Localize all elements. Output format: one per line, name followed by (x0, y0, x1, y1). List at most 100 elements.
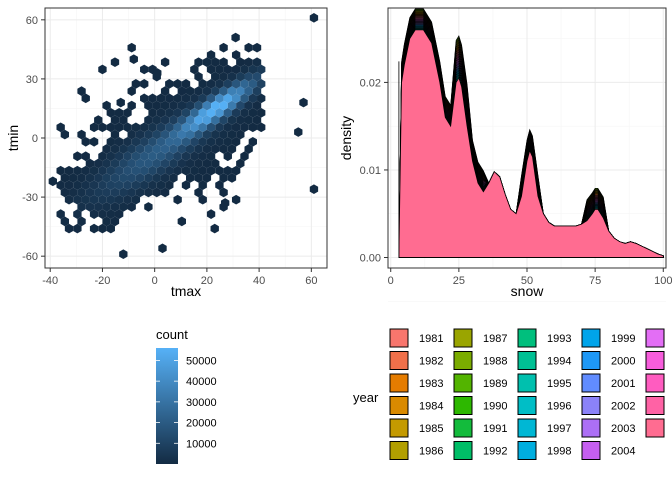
hexbin-cell (186, 86, 195, 96)
hexbin-cell (98, 180, 107, 191)
hexbin-cell (206, 50, 216, 60)
hexbin-cell (219, 129, 228, 140)
hexbin-cell (131, 165, 141, 176)
hexbin-cell (211, 115, 220, 125)
hexbin-cell (60, 173, 70, 183)
hexbin-cell (165, 93, 174, 104)
hexbin-cell (110, 115, 120, 125)
hexbin-cell (231, 79, 241, 89)
density-area-1981 (398, 29, 664, 258)
hexbin-cell (119, 144, 128, 154)
hexbin-cell (106, 223, 115, 234)
hexbin-cell (64, 223, 74, 234)
count-colorbar-ticks: 10000 20000 30000 40000 50000 (156, 355, 217, 450)
hexbin-cell (219, 57, 228, 67)
hexbin-cell (240, 151, 249, 162)
hexbin-cell (236, 71, 245, 82)
hexbin-cell (152, 158, 161, 169)
year-legend-key-swatch (581, 418, 601, 438)
density-x-tick-label: 75 (589, 275, 601, 287)
hexbin-cell (81, 194, 90, 205)
hexbin-cell (219, 115, 228, 125)
hexbin-outlier-cell (309, 13, 319, 23)
hexbin-cell (131, 122, 141, 133)
hexbin-cell (102, 216, 111, 227)
hexbin-cell (173, 165, 182, 176)
hexbin-cell (140, 165, 149, 176)
hexbin-cell (211, 144, 220, 154)
year-legend-key-swatch (517, 396, 537, 415)
hexbin-cell (194, 86, 203, 96)
hexbin-cell (257, 79, 266, 89)
year-legend-key-label: 1991 (483, 423, 507, 435)
hexbin-cell (244, 100, 253, 111)
hexbin-cell (231, 165, 241, 176)
hexbin-cell (206, 209, 216, 219)
hexbin-cell (89, 194, 99, 205)
hexbin-cell (206, 64, 216, 75)
hexbin-cell (81, 151, 90, 162)
hexbin-cell (173, 194, 182, 205)
hexbin-cell (257, 93, 266, 104)
hexbin-cell (114, 194, 124, 205)
hexbin-outlier-cell (294, 127, 303, 137)
hexbin-cell (211, 57, 220, 67)
hexbin-outlier-cell (220, 198, 230, 208)
hexbin-outlier-cell (231, 32, 240, 43)
year-legend-key-swatch (645, 373, 665, 393)
hexbin-cell (106, 151, 115, 162)
hexbin-cell (127, 129, 136, 140)
hexbin-cell (190, 165, 199, 176)
hexbin-cell (227, 129, 237, 140)
hexbin-cell (148, 93, 157, 104)
year-legend-key-label: 2000 (611, 356, 635, 368)
density-panel: 0 25 50 75 100 0.00 0.01 0.02 snow density (338, 7, 672, 302)
hexbin-cell (140, 136, 149, 147)
hexbin-outlier-cell (153, 68, 162, 78)
hexbin-cell (114, 180, 124, 191)
year-legend-key-swatch (581, 441, 601, 460)
hexbin-cell (198, 165, 207, 176)
hexbin-cell (177, 129, 186, 140)
hexbin-cell (56, 209, 65, 219)
hexbin-cell (106, 165, 115, 176)
hexbin-cell (156, 151, 166, 162)
hexbin-cell (181, 136, 191, 147)
hexbin-cell (231, 64, 241, 75)
hexbin-cell (186, 173, 195, 183)
hexbin-cell (152, 144, 161, 154)
hexbin-cell (177, 158, 186, 169)
hexbin-cell (135, 173, 145, 183)
hexbin-cell (123, 165, 132, 176)
density-y-ticks: 0.00 0.01 0.02 (360, 77, 388, 264)
hexbin-cell (152, 173, 161, 183)
hexbin-cell (215, 108, 224, 118)
year-legend-key-label: 1994 (547, 356, 571, 368)
hexbin-cell (169, 129, 178, 140)
hexbin-cell (227, 86, 237, 96)
colorbar-tick-label: 30000 (186, 397, 217, 409)
hexbin-cell (77, 187, 86, 198)
hexbin-cell (190, 136, 199, 147)
hexbin-cell (177, 144, 186, 154)
year-legend-key-label: 1987 (483, 333, 507, 345)
hexbin-cell (165, 108, 174, 118)
hexbin-cell (89, 165, 99, 176)
hexbin-cell (223, 165, 232, 176)
year-legend-key-swatch (581, 328, 601, 348)
year-legend-key-swatch (645, 328, 665, 348)
hexbin-cell (131, 151, 141, 162)
hexbin-cell (64, 180, 74, 191)
year-legend-key-label: 2002 (611, 401, 635, 413)
hexbin-x-tick-label: 20 (201, 275, 213, 287)
hexbin-cell (211, 158, 220, 169)
year-legend-key-swatch (517, 441, 537, 460)
hexbin-cell (110, 173, 120, 183)
hexbin-cell (94, 202, 103, 212)
hexbin-cell (206, 122, 216, 133)
hexbin-cell (211, 100, 220, 111)
hexbin-cell (240, 93, 249, 104)
hexbin-cell (114, 209, 124, 219)
year-legend-key-swatch (389, 351, 409, 370)
